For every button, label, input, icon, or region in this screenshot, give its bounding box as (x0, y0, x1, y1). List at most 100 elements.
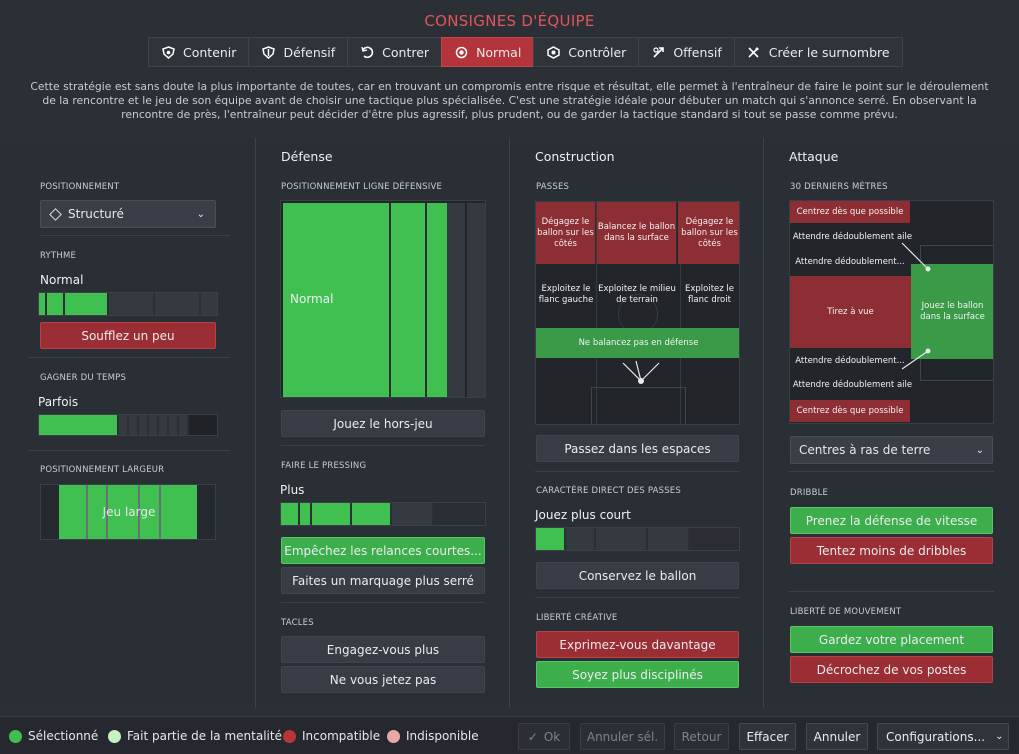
tab-offensif[interactable]: Offensif (638, 37, 735, 67)
tackling-title: TACLES (281, 618, 314, 628)
mentality-description: Cette stratégie est sans doute la plus i… (30, 80, 989, 121)
tab-surnombre[interactable]: Créer le surnombre (733, 37, 903, 67)
tab-defensif[interactable]: Défensif (248, 37, 349, 67)
pass-into-space-button[interactable]: Passez dans les espaces (536, 435, 739, 462)
defensive-line-value: Normal (290, 292, 334, 306)
positioning-title: POSITIONNEMENT (40, 182, 120, 192)
final-cell-shoot[interactable]: Tirez à vue (790, 276, 911, 348)
final-cell-overlap-mid-bottom[interactable]: Attendre dédoublement... (795, 355, 905, 366)
final-cell-cross-top[interactable]: Centrez dès que possible (790, 201, 910, 223)
buildup-column: Construction PASSES Dégagez le ballon su… (509, 138, 763, 708)
pressing-slider[interactable] (280, 502, 486, 526)
legend-mentality: Fait partie de la mentalité (108, 729, 282, 743)
tackle-harder-button[interactable]: Engagez-vous plus (281, 636, 485, 663)
hold-position-button[interactable]: Gardez votre placement (790, 626, 993, 653)
legend-label: Fait partie de la mentalité (127, 729, 282, 743)
check-icon: ✓ (527, 729, 538, 744)
pass-cell-right-flank[interactable]: Exploitez le flanc droit (684, 284, 735, 305)
cancel-button[interactable]: Annuler (806, 723, 868, 750)
final-cell-overlap-bottom[interactable]: Attendre dédoublement aile (792, 379, 913, 390)
defense-column: Défense POSITIONNEMENT LIGNE DÉFENSIVE N… (255, 138, 509, 708)
pass-cell-no-long-defense[interactable]: Ne balancez pas en défense (536, 328, 739, 358)
tempo-lower-button[interactable]: Soufflez un peu (40, 322, 216, 349)
time-wasting-value: Parfois (38, 395, 79, 409)
time-wasting-title: GAGNER DU TEMPS (40, 373, 127, 383)
final-cell-overlap-top[interactable]: Attendre dédoublement aile (792, 231, 913, 242)
legend-label: Incompatible (302, 729, 381, 743)
tempo-slider[interactable] (38, 292, 218, 316)
positioning-select[interactable]: Structuré ⌄ (40, 200, 216, 228)
left-column: POSITIONNEMENT Structuré ⌄ RYTHME Normal… (0, 138, 255, 708)
tab-label: Contenir (183, 44, 237, 60)
prevent-short-gk-button[interactable]: Empêchez les relances courtes... (281, 537, 485, 564)
express-more-button[interactable]: Exprimez-vous davantage (536, 631, 739, 658)
dribble-less-button[interactable]: Tentez moins de dribbles (790, 537, 993, 564)
counter-icon (360, 45, 374, 59)
final-third-title: 30 DERNIERS MÈTRES (790, 182, 888, 192)
tighter-marking-button[interactable]: Faites un marquage plus serré (281, 567, 485, 594)
pass-arrows (622, 360, 660, 384)
cross-type-value: Centres à ras de terre (799, 443, 931, 457)
overload-icon (747, 45, 761, 59)
time-wasting-slider[interactable] (38, 414, 218, 436)
pass-cell-clear-right[interactable]: Dégagez le ballon sur les côtés (678, 202, 739, 264)
legend-incompatible: Incompatible (283, 729, 380, 743)
be-disciplined-button[interactable]: Soyez plus disciplinés (536, 661, 739, 688)
legend-label: Indisponible (406, 729, 479, 743)
creative-freedom-title: LIBERTÉ CRÉATIVE (536, 613, 618, 623)
shield-down-icon (161, 45, 175, 59)
page-title: CONSIGNES D'ÉQUIPE (424, 12, 595, 30)
defensive-line-visual[interactable]: Normal (280, 200, 486, 398)
tab-contrer[interactable]: Contrer (347, 37, 443, 67)
width-value: Jeu large (102, 505, 156, 519)
shield-icon (261, 45, 275, 59)
width-visual[interactable]: Jeu large (40, 484, 216, 540)
pressing-title: FAIRE LE PRESSING (281, 461, 367, 471)
directness-slider[interactable] (535, 527, 740, 551)
ok-button[interactable]: ✓ Ok (518, 723, 570, 750)
configurations-dropdown[interactable]: Configurations... ⌄ (877, 723, 1009, 750)
legend-label: Sélectionné (28, 729, 99, 743)
run-at-defence-button[interactable]: Prenez la défense de vitesse (790, 507, 993, 534)
attack-column: Attaque 30 DERNIERS MÈTRES Centrez dès q… (763, 138, 1019, 708)
tab-normal[interactable]: Normal (441, 37, 535, 67)
cancel-selection-button[interactable]: Annuler sél. (580, 723, 665, 750)
buildup-header: Construction (535, 149, 615, 164)
chevron-down-icon: ⌄ (995, 731, 1004, 742)
tab-label: Contrôler (568, 44, 627, 60)
pass-cell-clear-left[interactable]: Dégagez le ballon sur les côtés (536, 202, 596, 264)
keep-ball-button[interactable]: Conservez le ballon (536, 562, 739, 589)
attack-header: Attaque (789, 149, 839, 164)
tempo-value: Normal (40, 273, 84, 287)
passes-title: PASSES (536, 182, 570, 192)
tab-label: Créer le surnombre (768, 44, 890, 60)
tab-contenir[interactable]: Contenir (148, 37, 250, 67)
tab-controler[interactable]: Contrôler (533, 37, 640, 67)
stay-on-feet-button[interactable]: Ne vous jetez pas (281, 666, 485, 693)
pass-cell-left-flank[interactable]: Exploitez le flanc gauche (538, 284, 594, 305)
cross-type-select[interactable]: Centres à ras de terre ⌄ (790, 436, 993, 464)
directness-title: CARACTÈRE DIRECT DES PASSES (536, 486, 681, 496)
final-cell-work-into-box[interactable]: Jouez le ballon dans la surface (911, 264, 993, 359)
footer-bar: Sélectionné Fait partie de la mentalité … (0, 716, 1019, 754)
directness-value: Jouez plus court (535, 508, 631, 522)
pass-cell-into-box[interactable]: Balancez le ballon dans la surface (597, 202, 677, 264)
final-third-pitch[interactable]: Centrez dès que possible Attendre dédoub… (789, 200, 994, 424)
back-button[interactable]: Retour (674, 723, 729, 750)
control-icon (546, 45, 560, 59)
final-cell-cross-bottom[interactable]: Centrez dès que possible (790, 400, 910, 422)
clear-button[interactable]: Effacer (739, 723, 796, 750)
tempo-title: RYTHME (40, 251, 77, 261)
final-cell-overlap-mid-top[interactable]: Attendre dédoublement... (795, 256, 905, 267)
tab-label: Normal (476, 44, 522, 60)
defense-header: Défense (281, 149, 333, 164)
offside-trap-button[interactable]: Jouez le hors-jeu (281, 410, 485, 437)
attack-icon (651, 45, 665, 59)
target-icon (454, 45, 468, 59)
roam-button[interactable]: Décrochez de vos postes (790, 656, 993, 683)
legend-selected: Sélectionné (9, 729, 98, 743)
passing-pitch[interactable]: Dégagez le ballon sur les côtés Balancez… (535, 201, 740, 425)
pass-cell-middle[interactable]: Exploitez le milieu de terrain (598, 284, 676, 305)
overlap-arrows (901, 242, 931, 370)
dribbling-title: DRIBBLE (790, 488, 829, 498)
